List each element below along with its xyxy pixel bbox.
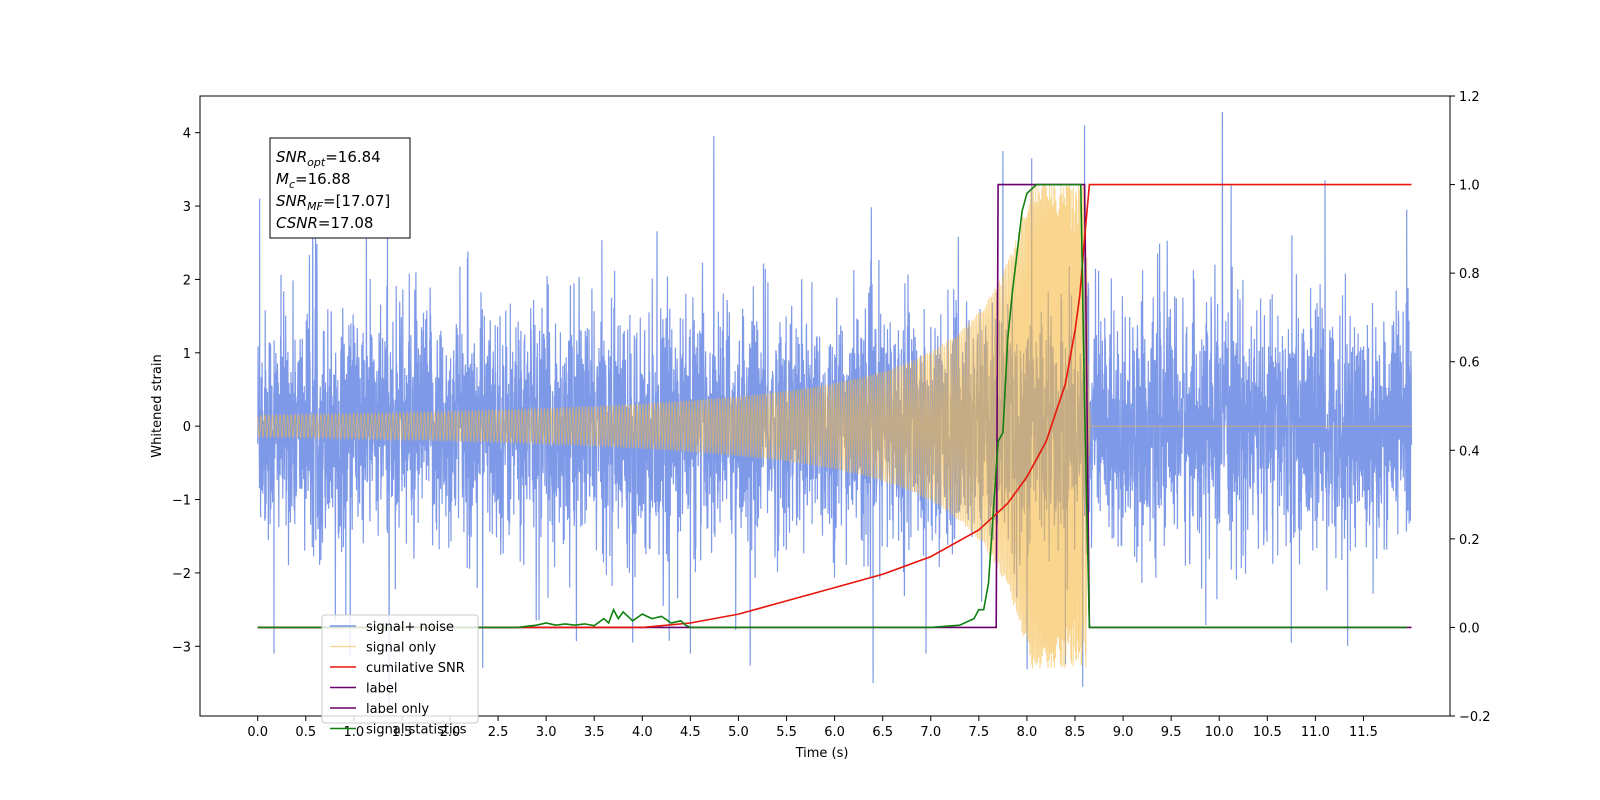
- annotation-line: SNRMF=[17.07]: [276, 192, 390, 213]
- legend-frame: [321, 614, 479, 724]
- x-tick-label: 0.0: [247, 725, 268, 740]
- series-signal-statistics: [257, 183, 1407, 629]
- x-tick-label: 9.0: [1113, 725, 1134, 740]
- y2-tick-label: 0.6: [1459, 356, 1480, 371]
- annotation-frame: [269, 137, 411, 239]
- x-tick-label: 7.5: [969, 725, 990, 740]
- x-tick-label: 0.5: [295, 725, 316, 740]
- legend-entry: signal only: [366, 641, 436, 656]
- y-tick-label: 2: [183, 273, 191, 288]
- y-tick-label: −3: [172, 640, 191, 655]
- legend-entry: signal+ noise: [366, 620, 454, 635]
- y2-tick-label: 0.2: [1459, 533, 1480, 548]
- x-tick-label: 4.5: [680, 725, 701, 740]
- x-tick-label: 1.5: [392, 725, 413, 740]
- y2-tick-label: 0.0: [1459, 621, 1480, 636]
- x-tick-label: 9.5: [1161, 725, 1182, 740]
- legend-entry: label: [366, 682, 397, 697]
- x-tick-label: 5.0: [728, 725, 749, 740]
- y2-tick-label: 0.4: [1459, 444, 1480, 459]
- x-tick-label: 10.0: [1205, 725, 1234, 740]
- x-axis: 0.0 0.5 1.0 1.5 2.0 2.5 3.0 3.5 4.0 4.5 5.0 5.5 6.0 6…: [247, 716, 1378, 740]
- x-tick-label: 8.0: [1017, 725, 1038, 740]
- annotation-line: SNRopt=16.84: [276, 148, 381, 169]
- y-tick-label: −1: [172, 494, 191, 509]
- x-axis-label: Time (s): [795, 746, 849, 761]
- y-tick-label: −2: [172, 567, 191, 582]
- x-tick-label: 11.0: [1301, 725, 1330, 740]
- annotation-line: CSNR=17.08: [276, 214, 373, 232]
- x-tick-label: 2.5: [488, 725, 509, 740]
- x-tick-label: 6.0: [824, 725, 845, 740]
- y-tick-label: 1: [183, 347, 191, 362]
- x-tick-label: 10.5: [1253, 725, 1282, 740]
- x-tick-label: 1.0: [344, 725, 365, 740]
- y2-tick-label: 1.2: [1459, 90, 1480, 105]
- x-tick-label: 7.0: [920, 725, 941, 740]
- x-tick-label: 2.0: [440, 725, 461, 740]
- x-tick-label: 6.5: [872, 725, 893, 740]
- y-axis-left: −3 −2 −1 0 1 2 3 4: [172, 127, 200, 655]
- x-tick-label: 4.0: [632, 725, 653, 740]
- annotation-line: Mc=16.88: [276, 170, 351, 191]
- x-tick-label: 3.0: [536, 725, 557, 740]
- y-axis-label: Whitened strain: [150, 354, 165, 457]
- x-tick-label: 11.5: [1349, 725, 1378, 740]
- x-tick-label: 5.5: [776, 725, 797, 740]
- y-tick-label: 4: [183, 127, 191, 142]
- x-tick-label: 8.5: [1065, 725, 1086, 740]
- series-signal-only: [257, 184, 1412, 669]
- y2-tick-label: −0.2: [1459, 710, 1491, 725]
- y2-tick-label: 0.8: [1459, 267, 1480, 282]
- y2-tick-label: 1.0: [1459, 179, 1480, 194]
- y-axis-right: −0.2 0.0 0.2 0.4 0.6 0.8 1.0 1.2: [1450, 90, 1491, 725]
- y-tick-label: 0: [183, 420, 191, 435]
- legend-entry: signal statistics: [366, 723, 467, 738]
- legend-entry: label only: [366, 702, 429, 717]
- series-layer: [257, 111, 1413, 712]
- annotation-box: SNRopt=16.84Mc=16.88SNRMF=[17.07]CSNR=17…: [269, 137, 411, 239]
- legend-entry: cumilative SNR: [366, 661, 465, 676]
- legend: signal+ noise signal only cumilative SNR la…: [321, 614, 479, 738]
- x-tick-label: 3.5: [584, 725, 605, 740]
- plot-frame: [199, 95, 1451, 717]
- y-tick-label: 3: [183, 200, 191, 215]
